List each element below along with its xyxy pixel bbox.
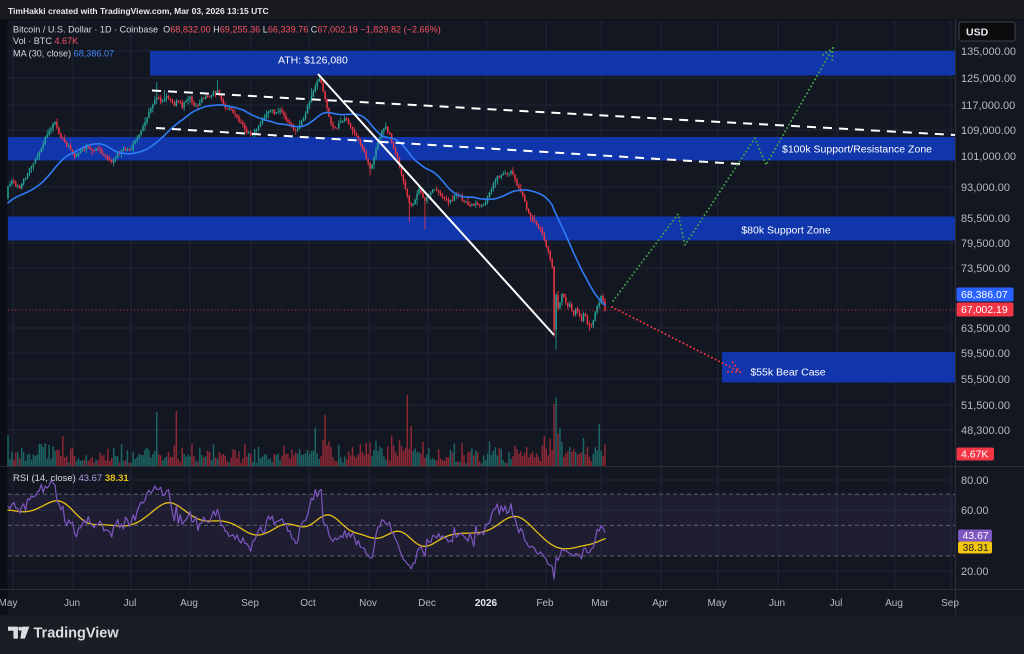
svg-text:60.00: 60.00	[961, 505, 989, 517]
svg-text:117,000.00: 117,000.00	[961, 100, 1015, 112]
svg-text:May: May	[708, 598, 727, 609]
svg-text:67,002.19: 67,002.19	[961, 304, 1008, 316]
svg-text:85,500.00: 85,500.00	[961, 213, 1010, 225]
svg-text:48,300.00: 48,300.00	[961, 425, 1010, 437]
svg-text:Mar: Mar	[591, 598, 609, 609]
svg-text:TimHakki created with TradingV: TimHakki created with TradingView.com, M…	[8, 6, 269, 16]
svg-text:43.67: 43.67	[963, 530, 989, 542]
svg-text:125,000.00: 125,000.00	[961, 73, 1016, 85]
svg-text:55,500.00: 55,500.00	[961, 374, 1010, 386]
svg-text:TradingView: TradingView	[34, 626, 120, 642]
svg-text:135,000.00: 135,000.00	[961, 46, 1016, 58]
svg-text:$80k Support Zone: $80k Support Zone	[741, 225, 830, 237]
svg-text:Oct: Oct	[300, 598, 316, 609]
svg-text:51,500.00: 51,500.00	[961, 400, 1010, 412]
svg-text:Jul: Jul	[830, 598, 843, 609]
svg-text:Jul: Jul	[124, 598, 137, 609]
svg-text:Sep: Sep	[941, 598, 959, 609]
svg-text:73,500.00: 73,500.00	[961, 263, 1010, 275]
svg-text:109,000.00: 109,000.00	[961, 125, 1016, 137]
svg-text:Sep: Sep	[241, 598, 259, 609]
svg-text:93,000.00: 93,000.00	[961, 182, 1010, 194]
svg-text:68,386.07: 68,386.07	[961, 289, 1008, 301]
svg-text:Vol · BTC 4.67K: Vol · BTC 4.67K	[13, 36, 78, 46]
svg-text:4.67K: 4.67K	[961, 449, 988, 461]
svg-text:Jun: Jun	[769, 598, 785, 609]
svg-text:$55k Bear Case: $55k Bear Case	[750, 367, 825, 379]
svg-text:2026: 2026	[475, 598, 498, 609]
svg-text:38.31: 38.31	[963, 542, 989, 554]
svg-text:101,000.00: 101,000.00	[961, 151, 1016, 163]
svg-text:$100k Support/Resistance Zone: $100k Support/Resistance Zone	[782, 144, 932, 156]
svg-text:Bitcoin / U.S. Dollar · 1D · C: Bitcoin / U.S. Dollar · 1D · Coinbase O6…	[13, 24, 441, 34]
svg-text:USD: USD	[966, 26, 989, 38]
svg-text:May: May	[0, 598, 17, 609]
svg-text:59,500.00: 59,500.00	[961, 348, 1010, 360]
svg-text:Aug: Aug	[180, 598, 198, 609]
svg-text:63,500.00: 63,500.00	[961, 323, 1010, 335]
svg-text:Aug: Aug	[885, 598, 903, 609]
svg-text:Feb: Feb	[536, 598, 554, 609]
svg-text:MA (30, close) 68,386.07: MA (30, close) 68,386.07	[13, 48, 114, 58]
svg-text:20.00: 20.00	[961, 566, 989, 578]
svg-text:79,500.00: 79,500.00	[961, 238, 1010, 250]
svg-text:Jun: Jun	[64, 598, 80, 609]
svg-text:RSI (14, close) 43.67 38.31: RSI (14, close) 43.67 38.31	[13, 473, 129, 484]
svg-text:ATH: $126,080: ATH: $126,080	[278, 55, 348, 67]
svg-text:Nov: Nov	[359, 598, 377, 609]
svg-text:80.00: 80.00	[961, 475, 989, 487]
svg-text:Apr: Apr	[652, 598, 668, 609]
svg-text:Dec: Dec	[418, 598, 436, 609]
